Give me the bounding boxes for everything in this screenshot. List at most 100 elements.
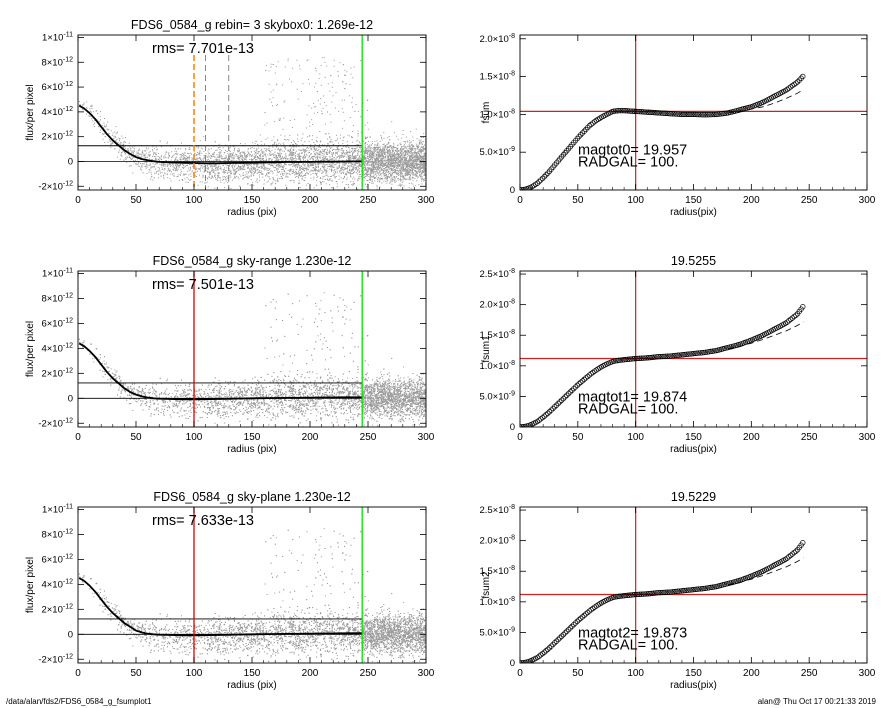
x-tick-label-4: 200 <box>302 195 319 206</box>
y-tick-label-0: 0 <box>510 658 515 669</box>
x-tick-label-1: 50 <box>572 195 584 206</box>
y-tick-label-0: -2×10-12 <box>38 180 73 192</box>
x-axis-label: radius(pix) <box>670 444 717 455</box>
annotation-line-0: magtot1= 19.874 <box>578 389 687 405</box>
x-tick-label-4: 200 <box>302 668 319 679</box>
growth-curve-points <box>520 73 806 190</box>
chart-title: FDS6_0584_g rebin= 3 skybox0: 1.269e-12 <box>131 18 373 32</box>
y-tick-label-6: 1×10-11 <box>42 31 73 43</box>
plot-area-fsum-2 <box>520 271 867 427</box>
x-tick-label-4: 200 <box>743 432 760 443</box>
x-tick-label-4: 200 <box>743 668 760 679</box>
x-tick-label-0: 0 <box>517 668 523 679</box>
chart-title: FDS6_0584_g sky-range 1.230e-12 <box>153 254 352 268</box>
y-tick-label-1: 5.0×10-9 <box>479 146 515 158</box>
annotation-line-0: magtot2= 19.873 <box>578 625 687 641</box>
sky-pixel-points <box>78 57 426 190</box>
y-tick-label-5: 2.5×10-8 <box>479 504 515 516</box>
chart-title: FDS6_0584_g sky-plane 1.230e-12 <box>153 490 350 504</box>
plot-area-profile-2 <box>78 271 426 427</box>
x-tick-label-5: 250 <box>801 668 818 679</box>
mean-profile-line <box>78 577 363 637</box>
growth-curve-points <box>520 304 806 427</box>
y-axis-label: flux/per pixel <box>25 557 36 613</box>
annotation-line-0: magtot0= 19.957 <box>578 142 687 158</box>
y-tick-label-3: 1.5×10-8 <box>479 329 515 341</box>
footer-file-path: /data/alan/fds2/FDS6_0584_g_fsumplot1 <box>6 697 152 706</box>
growth-curve-points <box>520 540 806 663</box>
x-tick-label-1: 50 <box>130 195 142 206</box>
y-tick-label-4: 6×10-12 <box>41 317 73 329</box>
x-tick-label-3: 150 <box>244 195 261 206</box>
x-tick-label-5: 250 <box>360 432 377 443</box>
x-tick-label-6: 300 <box>859 432 876 443</box>
y-tick-label-5: 8×10-12 <box>41 56 73 68</box>
x-tick-label-1: 50 <box>572 668 584 679</box>
y-tick-label-5: 8×10-12 <box>41 292 73 304</box>
x-tick-label-2: 100 <box>186 668 203 679</box>
mean-profile-line <box>78 104 363 165</box>
y-tick-label-6: 1×10-11 <box>42 267 73 279</box>
sky-pixel-points <box>78 292 426 427</box>
annotation-line-1: RADGAL= 100. <box>578 154 678 170</box>
y-tick-label-3: 4×10-12 <box>41 342 73 354</box>
x-tick-label-0: 0 <box>517 432 523 443</box>
chart-title: 19.5255 <box>671 254 716 268</box>
x-tick-label-1: 50 <box>130 432 142 443</box>
x-tick-label-3: 150 <box>244 432 261 443</box>
rms-annotation: rms= 7.701e-13 <box>152 41 254 57</box>
y-tick-label-4: 6×10-12 <box>41 553 73 565</box>
y-tick-label-1: 0 <box>68 393 73 404</box>
y-tick-label-3: 4×10-12 <box>41 106 73 118</box>
x-tick-label-0: 0 <box>75 668 81 679</box>
y-tick-label-2: 1.0×10-8 <box>479 596 515 608</box>
x-tick-label-1: 50 <box>130 668 142 679</box>
panel-profile-3: rms= 7.633e-13 0 50 100 150 200 250 300 -2×10-12… <box>25 490 435 691</box>
x-tick-label-0: 0 <box>75 432 81 443</box>
y-tick-label-3: 1.5×10-8 <box>479 565 515 577</box>
x-tick-label-6: 300 <box>859 668 876 679</box>
x-tick-label-3: 150 <box>685 195 702 206</box>
x-tick-label-1: 50 <box>572 432 584 443</box>
y-tick-label-1: 0 <box>68 156 73 167</box>
plot-area-profile-3 <box>78 507 426 663</box>
y-tick-label-2: 1.0×10-8 <box>479 108 515 120</box>
x-tick-label-4: 200 <box>302 432 319 443</box>
x-tick-label-2: 100 <box>627 195 644 206</box>
x-tick-label-3: 150 <box>685 432 702 443</box>
annotation-line-1: RADGAL= 100. <box>578 401 678 417</box>
y-tick-label-4: 6×10-12 <box>41 81 73 93</box>
extrapolation-dashed-line <box>728 89 804 114</box>
rms-annotation: rms= 7.501e-13 <box>152 277 254 293</box>
y-tick-label-5: 2.5×10-8 <box>479 268 515 280</box>
sky-pixel-points <box>78 528 426 663</box>
plot-area-fsum-3 <box>520 507 867 663</box>
y-tick-label-4: 2.0×10-8 <box>479 33 515 45</box>
y-tick-label-4: 2.0×10-8 <box>479 535 515 547</box>
y-tick-label-1: 0 <box>68 629 73 640</box>
y-tick-label-3: 4×10-12 <box>41 578 73 590</box>
x-tick-label-5: 250 <box>801 432 818 443</box>
mean-profile-line <box>78 342 363 401</box>
x-axis-label: radius(pix) <box>670 680 717 691</box>
annotation-line-1: RADGAL= 100. <box>578 637 678 653</box>
x-tick-label-6: 300 <box>859 195 876 206</box>
x-tick-label-3: 150 <box>685 668 702 679</box>
rms-annotation: rms= 7.633e-13 <box>152 513 254 529</box>
x-tick-label-5: 250 <box>360 195 377 206</box>
y-tick-label-2: 2×10-12 <box>41 603 73 615</box>
y-tick-label-2: 1.0×10-8 <box>479 360 515 372</box>
x-tick-label-0: 0 <box>517 195 523 206</box>
y-tick-label-6: 1×10-11 <box>42 503 73 515</box>
x-tick-label-2: 100 <box>627 432 644 443</box>
footer-timestamp: alan@ Thu Oct 17 00:21:33 2019 <box>757 697 876 706</box>
x-axis-label: radius (pix) <box>227 444 276 455</box>
axes-frame <box>519 270 868 428</box>
y-axis-label: flux/per pixel <box>25 84 36 140</box>
x-tick-label-2: 100 <box>186 195 203 206</box>
y-tick-label-5: 8×10-12 <box>41 528 73 540</box>
axes-frame <box>519 506 868 664</box>
